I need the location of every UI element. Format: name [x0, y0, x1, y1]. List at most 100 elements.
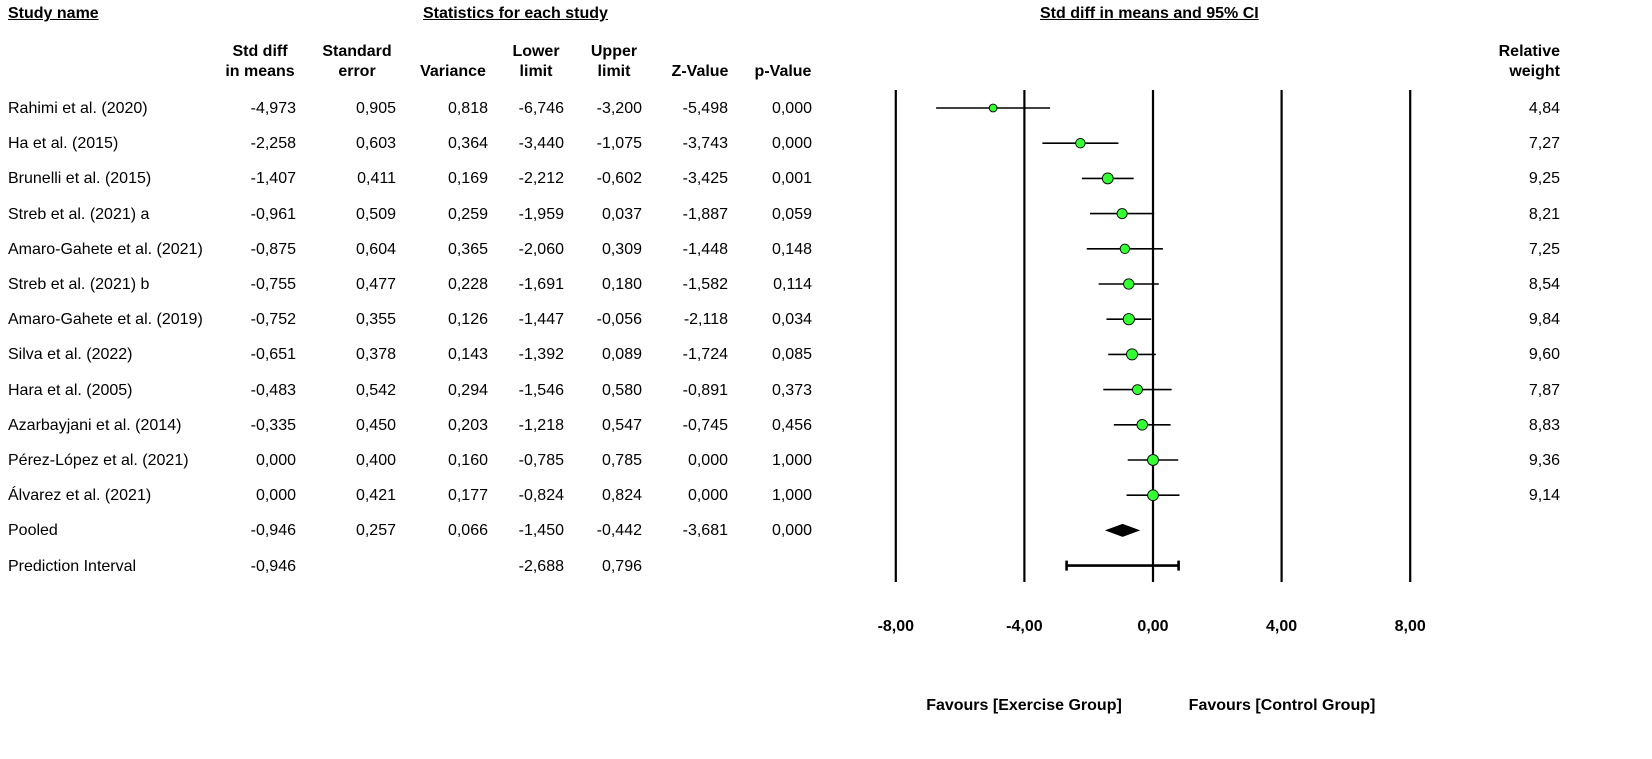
- table-cell-p: 0,000: [771, 100, 812, 117]
- table-cell-upper: 0,796: [601, 557, 642, 575]
- table-cell-lower: -0,824: [518, 487, 564, 505]
- study-name-cell: Streb et al. (2021) b: [8, 276, 150, 293]
- relative-weight-cell: 7,87: [1528, 381, 1560, 399]
- table-cell-smd: -0,875: [250, 240, 296, 258]
- table-cell-se: 0,411: [357, 170, 396, 188]
- relative-weight-cell: 7,27: [1528, 135, 1560, 153]
- table-cell-p: 0,148: [771, 240, 812, 258]
- study-point-marker: [988, 103, 998, 113]
- table-cell-smd: -0,651: [250, 346, 296, 364]
- table-cell-z: -3,425: [682, 170, 728, 188]
- study-name-cell: Amaro-Gahete et al. (2021): [8, 240, 203, 258]
- study-name-cell: Brunelli et al. (2015): [8, 170, 152, 188]
- study-point-marker: [1101, 172, 1114, 185]
- table-cell-se: 0,603: [355, 135, 396, 153]
- study-name-cell: Pérez-López et al. (2021): [8, 452, 189, 469]
- study-point-marker: [1119, 243, 1131, 254]
- table-cell-upper: -0,056: [596, 311, 642, 329]
- table-cell-smd: -0,961: [250, 205, 296, 223]
- table-cell-var: 0,169: [447, 170, 488, 188]
- table-cell-upper: 0,089: [601, 346, 642, 364]
- table-cell-smd: -4,973: [250, 100, 296, 117]
- table-cell-smd: -0,335: [250, 416, 296, 434]
- table-cell-upper: -1,075: [596, 135, 642, 153]
- table-cell-p: 0,001: [771, 170, 812, 188]
- study-name-cell: Pooled: [8, 522, 58, 540]
- study-name-cell: Ha et al. (2015): [8, 135, 119, 153]
- table-cell-z: -0,745: [682, 416, 728, 434]
- table-cell-smd: 0,000: [255, 452, 296, 469]
- table-cell-z: -1,724: [682, 346, 728, 364]
- table-cell-upper: -0,442: [596, 522, 642, 540]
- table-cell-var: 0,228: [447, 276, 488, 293]
- table-cell-upper: 0,547: [601, 416, 642, 434]
- table-cell-p: 1,000: [771, 452, 812, 469]
- table-cell-lower: -0,785: [518, 452, 564, 469]
- column-header-upper-line1: Upper: [590, 43, 638, 60]
- table-cell-p: 0,034: [771, 311, 812, 329]
- x-tick-label: 8,00: [1395, 618, 1426, 635]
- plot-title: Std diff in means and 95% CI: [1040, 5, 1259, 22]
- table-cell-smd: -0,483: [250, 381, 296, 399]
- study-name-cell: Azarbayjani et al. (2014): [8, 416, 182, 434]
- favours-left-label: Favours [Exercise Group]: [926, 697, 1122, 714]
- table-cell-var: 0,259: [447, 205, 488, 223]
- study-point-marker: [1147, 454, 1159, 466]
- table-cell-smd: -0,946: [250, 557, 296, 575]
- table-cell-smd: -2,258: [250, 135, 296, 153]
- study-name-cell: Prediction Interval: [8, 557, 137, 575]
- study-point-marker: [1122, 313, 1135, 326]
- table-cell-p: 0,059: [771, 205, 812, 223]
- table-cell-var: 0,126: [447, 311, 488, 329]
- relative-weight-cell: 8,21: [1528, 205, 1560, 223]
- table-cell-var: 0,177: [447, 487, 488, 505]
- table-cell-smd: -1,407: [250, 170, 296, 188]
- relative-weight-cell: 9,84: [1528, 311, 1560, 329]
- study-name-cell: Streb et al. (2021) a: [8, 205, 150, 223]
- table-cell-z: 0,000: [687, 487, 728, 505]
- x-tick-label: -8,00: [878, 618, 915, 635]
- table-cell-se: 0,257: [355, 522, 396, 540]
- relative-weight-cell: 8,54: [1528, 276, 1560, 293]
- relative-weight-header-line1: Relative: [1498, 43, 1560, 60]
- table-cell-var: 0,365: [447, 240, 488, 258]
- table-cell-se: 0,355: [355, 311, 396, 329]
- study-name-cell: Hara et al. (2005): [8, 381, 133, 399]
- table-cell-se: 0,477: [355, 276, 396, 293]
- x-tick-label: 0,00: [1137, 618, 1168, 635]
- table-cell-lower: -6,746: [518, 100, 564, 117]
- table-cell-z: -3,681: [682, 522, 728, 540]
- relative-weight-cell: 9,36: [1528, 452, 1560, 469]
- table-cell-smd: -0,752: [250, 311, 296, 329]
- table-cell-lower: -1,959: [518, 205, 564, 223]
- study-name-cell: Rahimi et al. (2020): [8, 100, 148, 117]
- table-cell-se: 0,400: [355, 452, 396, 469]
- table-cell-se: 0,378: [355, 346, 396, 364]
- table-cell-lower: -1,392: [518, 346, 564, 364]
- relative-weight-header-line2: weight: [1509, 63, 1560, 80]
- column-header-p-line2: p-Value: [754, 63, 812, 80]
- table-cell-se: 0,509: [355, 205, 396, 223]
- table-cell-lower: -2,060: [518, 240, 564, 258]
- column-header-lower-line2: limit: [519, 63, 553, 80]
- column-header-var-line2: Variance: [420, 63, 486, 80]
- relative-weight-cell: 9,60: [1528, 346, 1560, 364]
- table-cell-lower: -1,691: [518, 276, 564, 293]
- column-header-upper-line2: limit: [597, 63, 631, 80]
- pooled-diamond: [1104, 523, 1141, 537]
- table-cell-upper: 0,309: [601, 240, 642, 258]
- column-header-se-line1: Standard: [322, 43, 392, 60]
- study-name-cell: Silva et al. (2022): [8, 346, 133, 364]
- x-tick-label: -4,00: [1006, 618, 1043, 635]
- table-cell-p: 0,085: [771, 346, 812, 364]
- study-name-cell: Amaro-Gahete et al. (2019): [8, 311, 203, 329]
- table-cell-se: 0,604: [355, 240, 396, 258]
- table-cell-p: 0,114: [773, 276, 812, 293]
- table-cell-upper: 0,037: [601, 205, 642, 223]
- study-point-marker: [1147, 489, 1159, 502]
- table-cell-var: 0,294: [447, 381, 488, 399]
- table-cell-se: 0,905: [355, 100, 396, 117]
- relative-weight-cell: 8,83: [1528, 416, 1560, 434]
- table-cell-var: 0,203: [447, 416, 488, 434]
- column-header-z-line2: Z-Value: [671, 63, 729, 80]
